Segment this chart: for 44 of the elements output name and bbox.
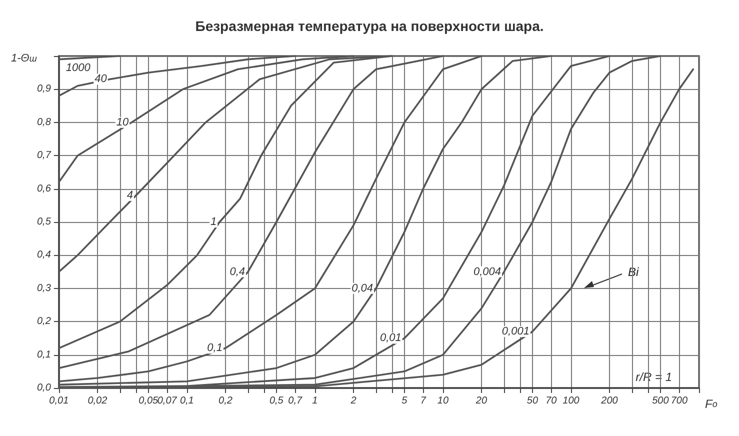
series-label: 40: [94, 73, 108, 86]
x-tick-label: 0,02: [88, 396, 108, 406]
y-tick-label: 0,0: [37, 382, 52, 394]
series-label: 0,1: [207, 342, 222, 354]
x-tick-label: 0,5: [269, 396, 284, 406]
x-tick-label: 1: [312, 396, 318, 406]
x-tick-label: 0,2: [218, 396, 233, 406]
chart-title: Безразмерная температура на поверхности шара.: [195, 18, 544, 34]
series-label: 0,4: [230, 266, 246, 278]
x-tick-label: 100: [562, 396, 580, 406]
series-label: 4: [126, 189, 133, 202]
y-tick-label: 0,3: [37, 282, 52, 294]
x-tick-label: 7: [420, 396, 426, 406]
x-axis-title: Fo: [705, 397, 718, 411]
series-label: 1000: [66, 62, 92, 74]
series-label: 0,004: [474, 266, 502, 278]
series-label: 10: [116, 116, 130, 128]
x-tick-label: 70: [546, 396, 558, 406]
x-tick-label: 50: [526, 396, 538, 406]
x-tick-label: 0,07: [157, 396, 178, 406]
series-label: 0,001: [502, 326, 530, 338]
x-tick-label: 0,7: [288, 396, 302, 406]
y-tick-label: 0,1: [37, 349, 51, 360]
y-tick-label: 0,4: [37, 250, 52, 261]
y-tick-label: 0,8: [37, 116, 52, 128]
x-tick-label: 500: [652, 396, 670, 406]
series-label: 0,04: [352, 282, 374, 294]
x-tick-label: 5: [402, 396, 408, 406]
series-label: 0,01: [380, 332, 402, 344]
y-tick-label: 0,5: [37, 216, 52, 228]
x-tick-label: 200: [600, 396, 618, 406]
y-tick-label: 0,2: [37, 316, 52, 328]
y-tick-label: 0,7: [37, 150, 52, 162]
x-tick-label: 2: [350, 396, 357, 406]
x-tick-label: 700: [670, 396, 688, 406]
x-tick-label: 0,1: [180, 396, 194, 406]
x-tick-label: 20: [474, 396, 488, 406]
x-tick-label: 0,05: [138, 396, 159, 406]
y-axis-title: 1-Θш: [10, 52, 38, 64]
series-label: 1: [210, 216, 217, 228]
y-tick-label: 0,9: [37, 84, 52, 95]
x-tick-label: 10: [437, 396, 449, 406]
y-tick-label: 0,6: [37, 183, 52, 194]
x-tick-label: 0,01: [49, 396, 69, 406]
